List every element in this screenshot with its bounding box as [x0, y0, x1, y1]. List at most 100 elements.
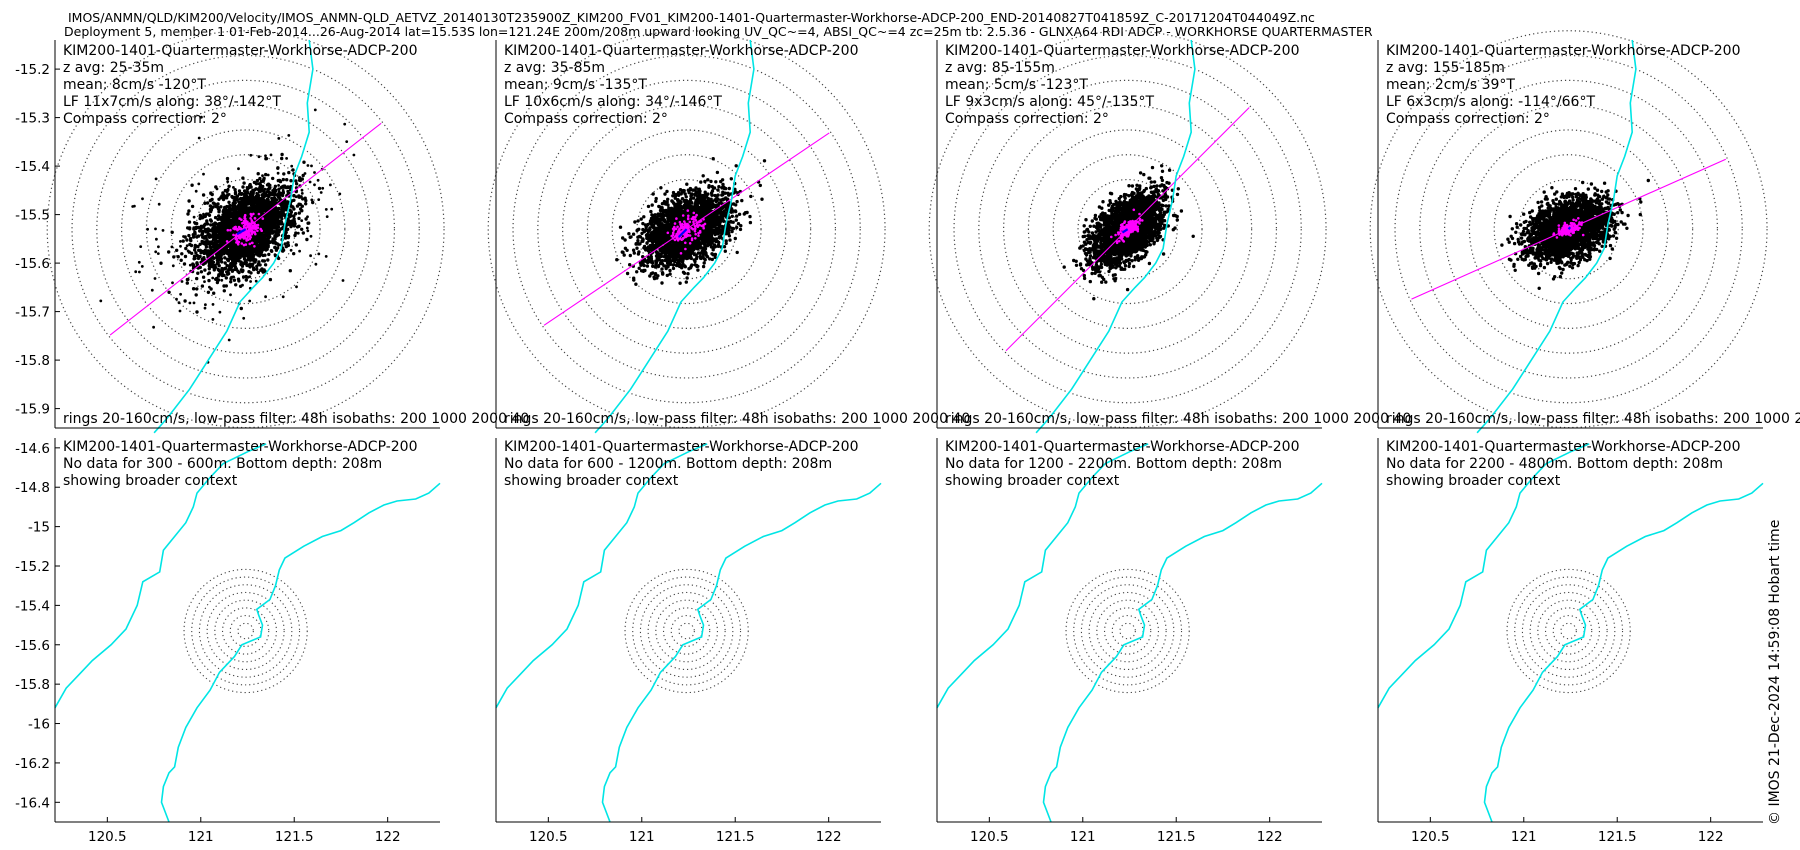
x-tick-label: 122 — [375, 829, 401, 845]
top-panel-1: KIM200-1401-Quartermaster-Workhorse-ADCP… — [15, 30, 529, 434]
y-tick-label: -15.2 — [15, 62, 50, 78]
context-ring — [1521, 584, 1616, 678]
ring-120 — [1419, 79, 1719, 379]
y-tick-label: -15.3 — [15, 111, 50, 127]
panel-label-1: KIM200-1401-Quartermaster-Workhorse-ADCP… — [63, 439, 418, 455]
ring-40 — [1518, 178, 1619, 280]
bottom-panel-1: KIM200-1401-Quartermaster-Workhorse-ADCP… — [15, 438, 441, 845]
ring-80 — [1468, 129, 1669, 329]
panel-label-3: showing broader context — [504, 473, 679, 489]
isobath-line — [1042, 482, 1323, 823]
panel-label-4: LF 11x7cm/s along: 38°/-142°T — [63, 94, 281, 110]
x-tick-label: 120.5 — [970, 829, 1009, 845]
isobath-line-2 — [1377, 443, 1590, 709]
context-ring — [221, 607, 270, 655]
context-ring — [1103, 607, 1152, 655]
y-tick-label: -16.2 — [15, 756, 50, 772]
x-tick-label: 121 — [188, 829, 214, 845]
top-panel-3: KIM200-1401-Quartermaster-Workhorse-ADCP… — [928, 30, 1411, 434]
context-ring — [237, 622, 254, 640]
x-tick-label: 122 — [1257, 829, 1283, 845]
ring-60 — [1493, 154, 1644, 305]
y-tick-label: -15.8 — [15, 353, 50, 369]
panel-label-2: No data for 2200 - 4800m. Bottom depth: … — [1386, 456, 1723, 472]
y-tick-label: -15.9 — [15, 402, 50, 418]
y-tick-label: -15 — [28, 520, 50, 536]
header-line-2: Deployment 5, member 1 01-Feb-2014...26-… — [64, 24, 1373, 39]
panel-label-4: LF 9x3cm/s along: 45°/-135°T — [945, 94, 1154, 110]
ring-60 — [170, 154, 321, 305]
velocity-outliers — [99, 108, 356, 364]
panel-label-2: z avg: 155-185m — [1386, 60, 1505, 76]
panel-label-2: z avg: 35-85m — [504, 60, 605, 76]
x-tick-label: 121.5 — [1598, 829, 1637, 845]
ring-80 — [586, 129, 787, 329]
panel-label-3: mean: 8cm/s -120°T — [63, 77, 206, 93]
x-tick-label: 121.5 — [716, 829, 755, 845]
context-ring — [1065, 568, 1190, 694]
context-ring — [1560, 622, 1577, 640]
context-ring — [1506, 568, 1631, 694]
context-ring — [647, 591, 726, 671]
panel-label-5: Compass correction: 2° — [504, 111, 668, 127]
context-ring — [632, 576, 742, 686]
y-tick-label: -15.2 — [15, 559, 50, 575]
context-ring — [191, 576, 301, 686]
y-tick-label: -14.8 — [15, 480, 50, 496]
panel-label-5: Compass correction: 2° — [1386, 111, 1550, 127]
panel-footer: rings 20-160cm/s, low-pass filter: 48h i… — [1386, 411, 1800, 427]
isobath-line — [153, 39, 314, 434]
context-ring — [624, 568, 749, 694]
isobath-line-2 — [936, 443, 1149, 709]
x-tick-label: 120.5 — [88, 829, 127, 845]
context-ring — [214, 599, 277, 663]
context-ring — [670, 615, 703, 647]
panel-label-2: No data for 600 - 1200m. Bottom depth: 2… — [504, 456, 832, 472]
ring-60 — [1052, 154, 1203, 305]
isobath-line-2 — [54, 443, 267, 709]
context-ring — [1514, 576, 1624, 686]
top-panel-2: KIM200-1401-Quartermaster-Workhorse-ADCP… — [487, 30, 970, 434]
bottom-panel-2: KIM200-1401-Quartermaster-Workhorse-ADCP… — [495, 438, 882, 845]
context-ring — [662, 607, 711, 655]
context-ring — [1119, 622, 1136, 640]
mean-vector — [1567, 226, 1572, 230]
panel-footer: rings 20-160cm/s, low-pass filter: 48h i… — [63, 411, 529, 427]
context-ring — [1544, 607, 1593, 655]
context-ring — [198, 584, 293, 678]
panel-label-1: KIM200-1401-Quartermaster-Workhorse-ADCP… — [1386, 43, 1741, 59]
x-tick-label: 121.5 — [1157, 829, 1196, 845]
y-tick-label: -15.5 — [15, 208, 50, 224]
ring-80 — [1027, 129, 1228, 329]
y-tick-label: -15.6 — [15, 256, 50, 272]
context-ring — [1552, 615, 1585, 647]
panel-label-2: z avg: 85-155m — [945, 60, 1055, 76]
y-tick-label: -15.4 — [15, 159, 50, 175]
ring-140 — [512, 54, 861, 404]
context-ring — [1088, 591, 1167, 671]
context-ring — [655, 599, 718, 663]
isobath-line — [1035, 39, 1196, 434]
ring-100 — [121, 104, 371, 354]
isobath-line — [1483, 482, 1764, 823]
context-ring — [1529, 591, 1608, 671]
y-tick-label: -15.8 — [15, 677, 50, 693]
panel-label-1: KIM200-1401-Quartermaster-Workhorse-ADCP… — [504, 439, 859, 455]
principal-axis-line — [109, 122, 382, 336]
ring-100 — [1003, 104, 1253, 354]
panel-label-3: mean: 2cm/s 39°T — [1386, 77, 1515, 93]
context-ring — [229, 615, 262, 647]
panel-label-3: showing broader context — [1386, 473, 1561, 489]
isobath-line — [160, 482, 441, 823]
panel-label-2: No data for 1200 - 2200m. Bottom depth: … — [945, 456, 1282, 472]
panel-footer: rings 20-160cm/s, low-pass filter: 48h i… — [504, 411, 970, 427]
ring-120 — [96, 79, 396, 379]
header-line-1: IMOS/ANMN/QLD/KIM200/Velocity/IMOS_ANMN-… — [68, 10, 1315, 25]
panel-footer: rings 20-160cm/s, low-pass filter: 48h i… — [945, 411, 1411, 427]
panel-label-1: KIM200-1401-Quartermaster-Workhorse-ADCP… — [945, 439, 1300, 455]
ring-60 — [611, 154, 762, 305]
bottom-panel-3: KIM200-1401-Quartermaster-Workhorse-ADCP… — [936, 438, 1323, 845]
context-ring — [1080, 584, 1175, 678]
mean-vector — [677, 228, 688, 238]
